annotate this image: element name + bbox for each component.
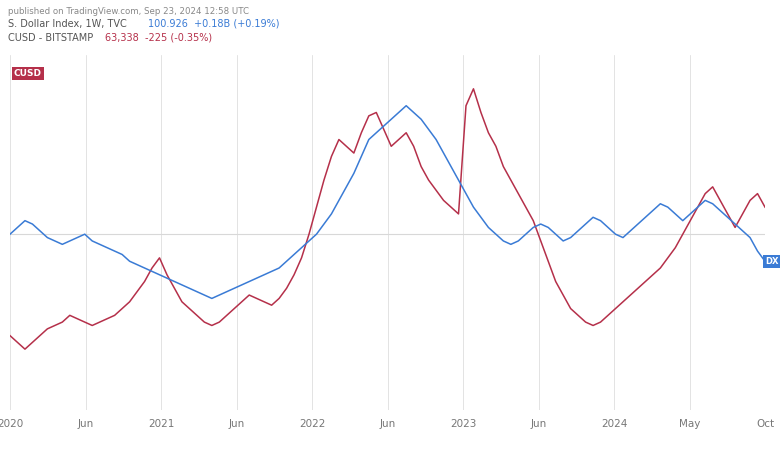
Text: May: May [679,419,700,429]
Text: 63,338  -225 (-0.35%): 63,338 -225 (-0.35%) [105,33,212,43]
Text: 2020: 2020 [0,419,23,429]
Text: S. Dollar Index, 1W, TVC: S. Dollar Index, 1W, TVC [8,19,133,29]
Text: Jun: Jun [379,419,395,429]
Text: Oct: Oct [756,419,774,429]
Text: 2022: 2022 [299,419,325,429]
Text: published on TradingView.com, Sep 23, 2024 12:58 UTC: published on TradingView.com, Sep 23, 20… [8,7,249,16]
Text: Jun: Jun [530,419,547,429]
Text: 100.926  +0.18B (+0.19%): 100.926 +0.18B (+0.19%) [148,19,279,29]
Text: CUSD: CUSD [14,69,42,78]
Text: 2023: 2023 [450,419,476,429]
Text: Jun: Jun [229,419,245,429]
Text: Jun: Jun [77,419,94,429]
Text: 2021: 2021 [148,419,174,429]
Text: DX: DX [765,257,778,266]
Text: CUSD - BITSTAMP: CUSD - BITSTAMP [8,33,100,43]
Text: 2024: 2024 [601,419,627,429]
